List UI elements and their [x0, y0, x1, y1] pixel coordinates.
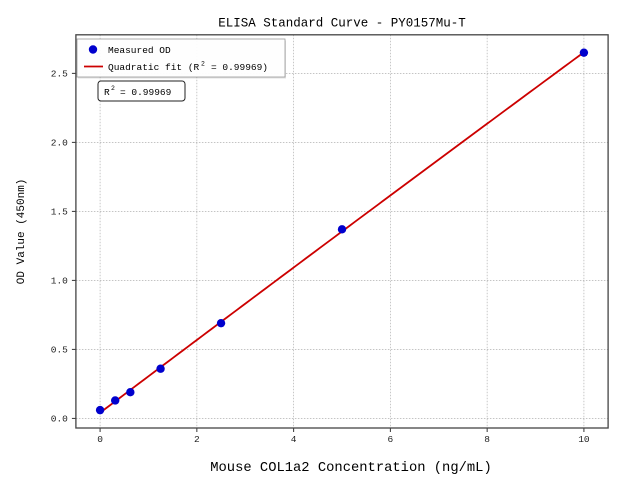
svg-text:1.0: 1.0 — [51, 276, 68, 287]
svg-text:= 0.99969): = 0.99969) — [211, 62, 268, 73]
svg-text:0.5: 0.5 — [51, 345, 68, 356]
svg-text:1.5: 1.5 — [51, 207, 68, 218]
svg-text:OD Value (450nm): OD Value (450nm) — [16, 179, 28, 285]
svg-text:Measured OD: Measured OD — [108, 45, 171, 56]
svg-text:6: 6 — [388, 434, 394, 445]
svg-text:2: 2 — [111, 85, 115, 92]
svg-text:2.0: 2.0 — [51, 138, 68, 149]
svg-text:8: 8 — [484, 434, 490, 445]
svg-text:2: 2 — [201, 61, 205, 68]
svg-text:10: 10 — [578, 434, 590, 445]
svg-text:2: 2 — [194, 434, 200, 445]
svg-text:0.0: 0.0 — [51, 414, 68, 425]
svg-text:ELISA Standard Curve - PY0157M: ELISA Standard Curve - PY0157Mu-T — [218, 17, 466, 31]
svg-text:R: R — [104, 87, 110, 98]
svg-text:Mouse COL1a2 Concentration (ng: Mouse COL1a2 Concentration (ng/mL) — [210, 460, 492, 476]
svg-text:= 0.99969: = 0.99969 — [120, 87, 172, 98]
svg-text:0: 0 — [97, 434, 103, 445]
svg-text:2.5: 2.5 — [51, 69, 68, 80]
svg-text:4: 4 — [291, 434, 297, 445]
svg-text:Quadratic fit (R: Quadratic fit (R — [108, 62, 200, 73]
